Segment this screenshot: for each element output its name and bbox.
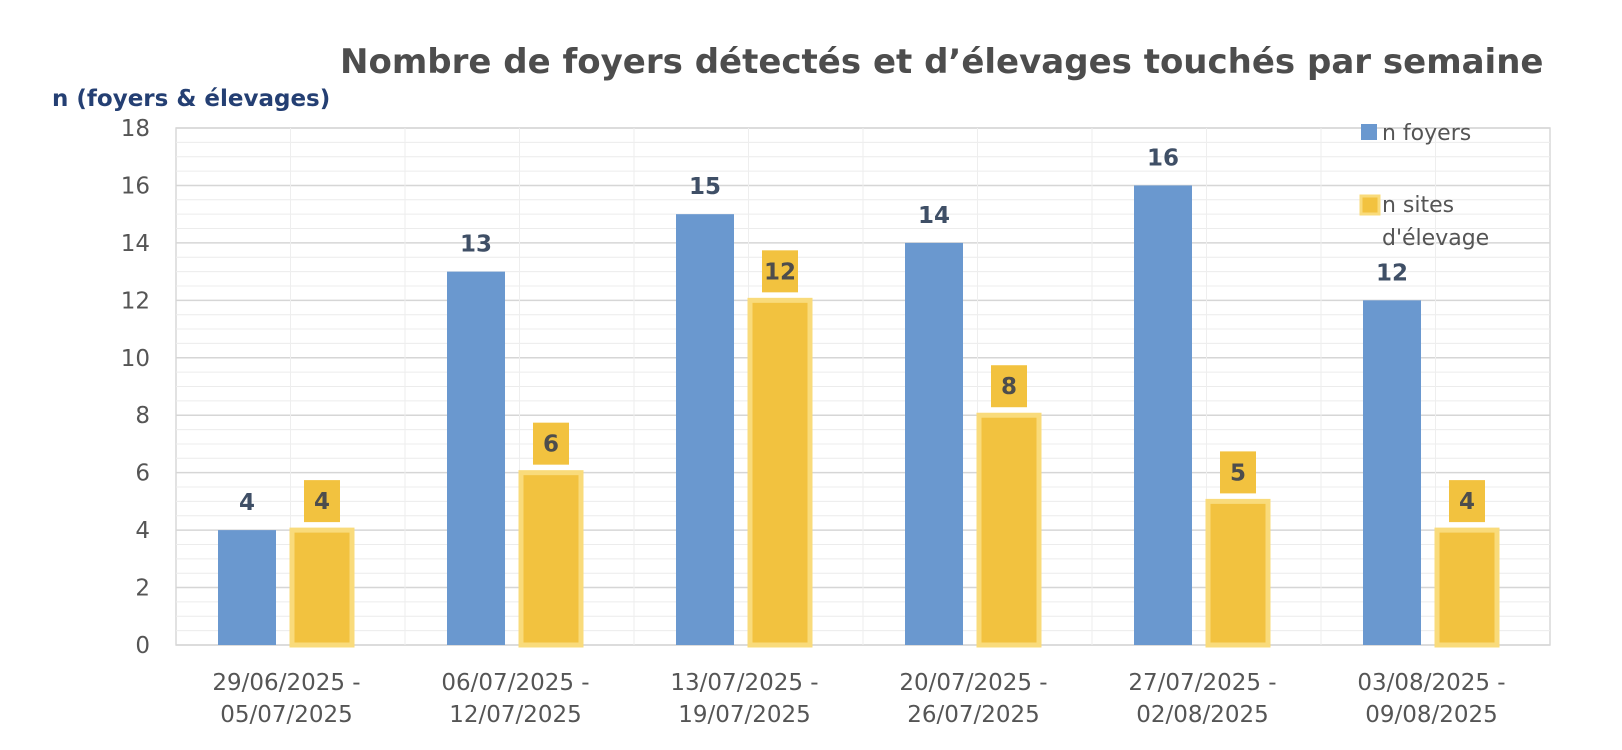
bar-foyers <box>676 214 734 645</box>
data-label-foyers: 14 <box>918 203 950 229</box>
data-label-box <box>304 480 340 523</box>
y-tick-label: 10 <box>121 346 150 372</box>
bar-foyers <box>447 271 505 645</box>
y-tick-label: 6 <box>135 461 150 487</box>
bar-sites-elevage <box>976 412 1042 648</box>
y-tick-label: 18 <box>121 116 150 142</box>
data-label-box <box>533 422 569 465</box>
bar-sites-elevage <box>1434 527 1500 648</box>
gridlines <box>176 127 1550 646</box>
data-label-box <box>762 250 798 293</box>
x-tick-label: 20/07/2025 -26/07/2025 <box>899 670 1047 728</box>
bar-foyers <box>1363 300 1421 645</box>
y-tick-label: 14 <box>121 231 150 257</box>
bar-sites-elevage <box>1205 498 1271 648</box>
legend-swatch-sites <box>1359 194 1381 216</box>
bar-sites-elevage <box>747 297 813 648</box>
bar-foyers <box>905 242 963 645</box>
chart-title: Nombre de foyers détectés et d’élevages … <box>340 42 1544 82</box>
data-label-sites: 6 <box>543 432 559 458</box>
y-tick-label: 4 <box>135 518 150 544</box>
bar-foyers <box>1134 185 1192 645</box>
y-tick-label: 2 <box>135 576 150 602</box>
y-tick-label: 8 <box>135 403 150 429</box>
data-label-foyers: 12 <box>1376 260 1408 286</box>
y-axis-ticks: 0 2 4 6 8 10 12 14 16 18 <box>121 116 150 659</box>
y-tick-label: 16 <box>121 173 150 199</box>
legend-label-foyers: n foyers <box>1382 121 1471 146</box>
data-label-foyers: 13 <box>460 232 492 258</box>
bars <box>218 185 1500 648</box>
data-label-sites: 4 <box>1459 489 1475 515</box>
x-axis-ticks: 29/06/2025 -05/07/2025 06/07/2025 -12/07/… <box>212 670 1505 728</box>
data-label-box <box>991 365 1027 408</box>
data-label-foyers: 16 <box>1147 145 1179 171</box>
legend-swatch-foyers <box>1361 124 1377 140</box>
y-tick-label: 12 <box>121 288 150 314</box>
data-label-foyers: 4 <box>239 490 255 516</box>
data-label-sites: 8 <box>1001 374 1017 400</box>
data-label-foyers: 15 <box>689 174 721 200</box>
x-tick-label: 29/06/2025 -05/07/2025 <box>212 670 360 728</box>
bar-foyers <box>218 530 276 645</box>
y-tick-label: 0 <box>135 633 150 659</box>
x-tick-label: 27/07/2025 -02/08/2025 <box>1128 670 1276 728</box>
x-tick-label: 13/07/2025 -19/07/2025 <box>670 670 818 728</box>
data-label-box <box>1220 451 1256 494</box>
data-label-sites: 5 <box>1230 460 1246 486</box>
legend-label-sites: n sites d'élevage <box>1382 193 1489 251</box>
x-tick-label: 03/08/2025 -09/08/2025 <box>1357 670 1505 728</box>
x-tick-label: 06/07/2025 -12/07/2025 <box>441 670 589 728</box>
data-label-sites: 12 <box>764 259 796 285</box>
bar-sites-elevage <box>289 527 355 648</box>
y-axis-title: n (foyers & élevages) <box>52 86 331 112</box>
data-labels: 4 4 13 6 15 12 14 8 16 5 12 4 <box>239 145 1485 523</box>
bar-sites-elevage <box>518 470 584 648</box>
legend: n foyers n sites d'élevage <box>1359 121 1489 251</box>
data-label-sites: 4 <box>314 489 330 515</box>
data-label-box <box>1449 480 1485 523</box>
